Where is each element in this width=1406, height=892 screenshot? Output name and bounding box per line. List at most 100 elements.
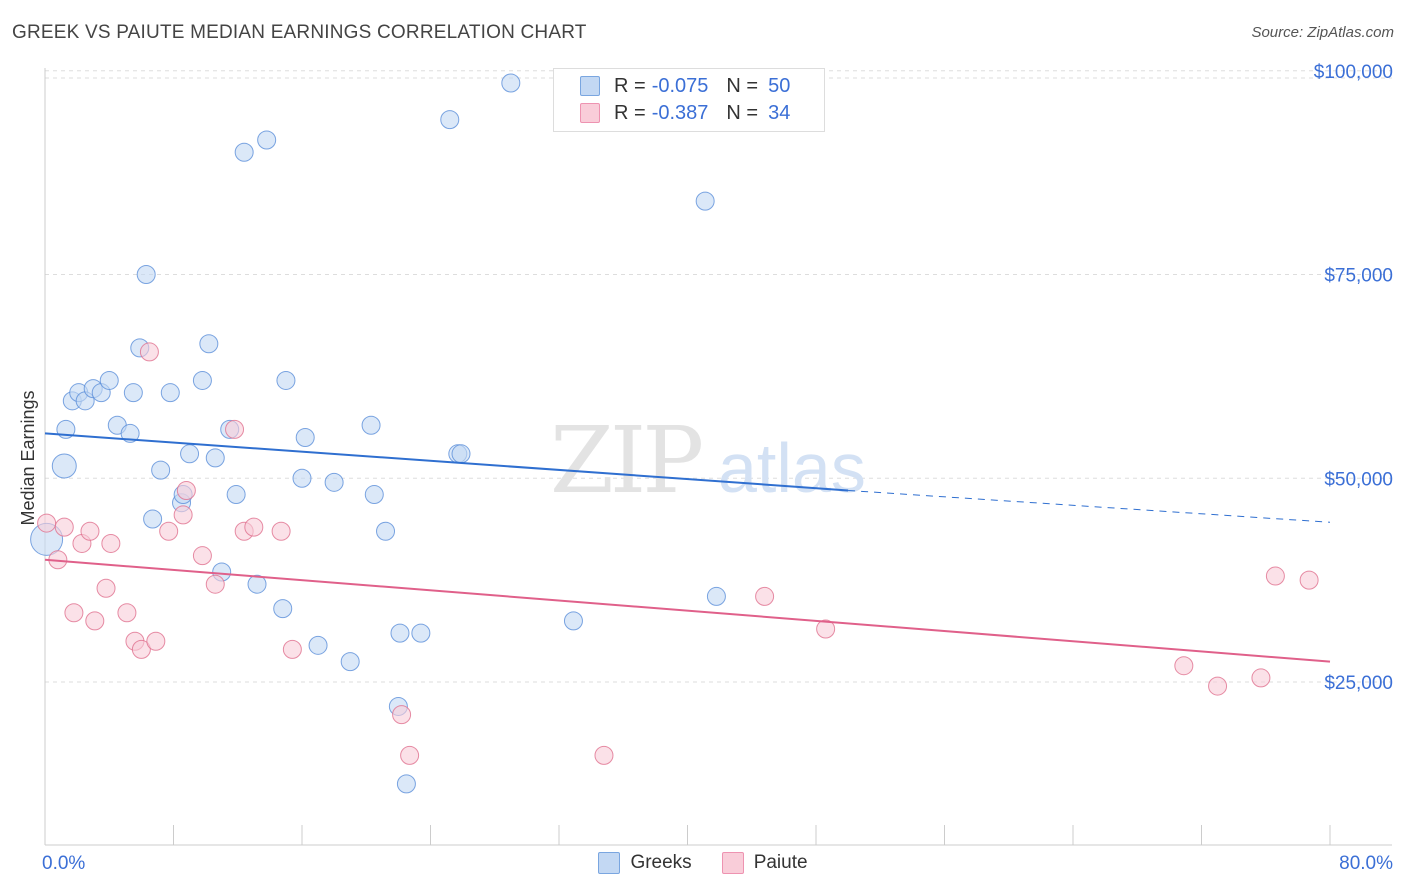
data-point-greeks bbox=[451, 444, 471, 464]
data-point-paiute bbox=[816, 619, 836, 639]
series-greeks bbox=[30, 73, 726, 794]
data-point-greeks bbox=[440, 110, 460, 130]
data-point-paiute bbox=[1299, 570, 1319, 590]
data-point-greeks bbox=[695, 191, 715, 211]
data-point-paiute bbox=[96, 578, 116, 598]
data-point-paiute bbox=[131, 639, 151, 659]
y-axis-label: Median Earnings bbox=[18, 390, 38, 525]
data-point-greeks bbox=[390, 623, 410, 643]
legend-item-paiute[interactable]: Paiute bbox=[721, 852, 808, 874]
data-point-paiute bbox=[1174, 656, 1194, 676]
data-point-greeks bbox=[192, 370, 212, 390]
data-point-paiute bbox=[244, 517, 264, 537]
axes bbox=[44, 68, 1392, 846]
data-point-paiute bbox=[117, 603, 137, 623]
legend-r-value: -0.075 bbox=[651, 74, 709, 97]
data-point-greeks bbox=[376, 521, 396, 541]
legend-r-value: -0.387 bbox=[651, 101, 709, 124]
legend-swatch-paiute bbox=[721, 852, 744, 874]
data-point-paiute bbox=[392, 705, 412, 725]
data-point-greeks bbox=[501, 73, 521, 93]
data-point-greeks bbox=[706, 586, 726, 606]
data-point-greeks bbox=[180, 444, 200, 464]
legend-r-label: R = bbox=[614, 74, 646, 97]
y-tick-label: $100,000 bbox=[1314, 62, 1393, 83]
trend-line-greeks bbox=[44, 432, 849, 492]
data-point-greeks bbox=[247, 574, 267, 594]
data-point-greeks bbox=[276, 370, 296, 390]
data-point-paiute bbox=[146, 631, 166, 651]
data-point-paiute bbox=[1208, 676, 1228, 696]
legend-item-greeks[interactable]: Greeks bbox=[598, 852, 692, 874]
watermark-atlas: atlas bbox=[718, 429, 866, 507]
data-point-greeks bbox=[136, 265, 156, 284]
data-point-paiute bbox=[205, 574, 225, 594]
legend-n-label: N = bbox=[726, 74, 759, 97]
stats-legend: R = -0.075 N = 50 R = -0.387 N = 34 bbox=[553, 68, 825, 132]
data-point-greeks bbox=[396, 774, 416, 794]
data-point-paiute bbox=[176, 480, 196, 500]
data-point-greeks bbox=[99, 370, 119, 390]
data-point-paiute bbox=[159, 521, 179, 541]
legend-swatch-paiute bbox=[580, 103, 600, 123]
data-point-greeks bbox=[308, 635, 328, 655]
data-point-greeks bbox=[151, 460, 171, 480]
data-point-greeks bbox=[199, 334, 219, 354]
data-point-greeks bbox=[361, 415, 381, 435]
x-tick-label-max: 80.0% bbox=[1339, 853, 1393, 874]
tick-labels: $25,000 $50,000 $75,000 $100,000 0.0% 80.0% bbox=[42, 62, 1393, 874]
data-point-greeks bbox=[123, 383, 143, 403]
data-point-greeks bbox=[295, 428, 315, 447]
legend-label-greeks: Greeks bbox=[630, 852, 692, 873]
source-label: Source: ZipAtlas.com bbox=[1251, 24, 1394, 41]
series-paiute bbox=[37, 342, 1319, 765]
legend-row-paiute: R = -0.387 N = 34 bbox=[580, 100, 790, 126]
y-tick-label: $25,000 bbox=[1324, 673, 1393, 694]
data-point-greeks bbox=[205, 448, 225, 468]
data-point-greeks bbox=[563, 611, 583, 631]
data-point-greeks bbox=[51, 453, 77, 479]
data-point-paiute bbox=[755, 586, 775, 606]
data-point-paiute bbox=[139, 342, 159, 362]
y-tick-label: $50,000 bbox=[1324, 469, 1393, 490]
data-point-paiute bbox=[400, 745, 420, 765]
data-point-paiute bbox=[1251, 668, 1271, 688]
legend-row-greeks: R = -0.075 N = 50 bbox=[580, 73, 790, 99]
data-point-paiute bbox=[173, 505, 193, 525]
data-point-paiute bbox=[101, 533, 121, 553]
x-tick-label-min: 0.0% bbox=[42, 853, 85, 874]
data-point-paiute bbox=[54, 517, 74, 537]
legend-n-value: 34 bbox=[768, 101, 791, 124]
watermark-zip: ZIP bbox=[550, 407, 701, 514]
data-point-greeks bbox=[160, 383, 180, 403]
data-point-paiute bbox=[282, 639, 302, 659]
data-point-paiute bbox=[1265, 566, 1285, 586]
legend-n-label: N = bbox=[726, 101, 759, 124]
data-point-paiute bbox=[192, 546, 212, 566]
data-point-greeks bbox=[143, 509, 163, 529]
trend-lines bbox=[44, 432, 1331, 663]
trend-line-greeks-extension bbox=[848, 489, 1331, 523]
legend-n-value: 50 bbox=[768, 74, 791, 97]
data-point-greeks bbox=[324, 472, 344, 492]
data-point-paiute bbox=[64, 603, 84, 623]
data-point-greeks bbox=[273, 599, 293, 619]
data-point-paiute bbox=[271, 521, 291, 541]
data-point-paiute bbox=[37, 513, 57, 533]
data-point-greeks bbox=[292, 468, 312, 488]
data-point-paiute bbox=[85, 611, 105, 631]
data-point-greeks bbox=[364, 485, 384, 505]
legend-r-label: R = bbox=[614, 101, 646, 124]
data-point-greeks bbox=[120, 423, 140, 443]
data-point-greeks bbox=[234, 142, 254, 162]
data-point-paiute bbox=[80, 521, 100, 541]
chart-title: GREEK VS PAIUTE MEDIAN EARNINGS CORRELAT… bbox=[12, 22, 587, 43]
y-tick-label: $75,000 bbox=[1324, 266, 1393, 287]
series-legend: Greeks Paiute bbox=[0, 852, 1406, 874]
data-point-greeks bbox=[226, 485, 246, 505]
data-point-paiute bbox=[225, 419, 245, 439]
trend-line-paiute bbox=[44, 558, 1331, 663]
data-point-greeks bbox=[411, 623, 431, 643]
data-point-greeks bbox=[340, 652, 360, 672]
